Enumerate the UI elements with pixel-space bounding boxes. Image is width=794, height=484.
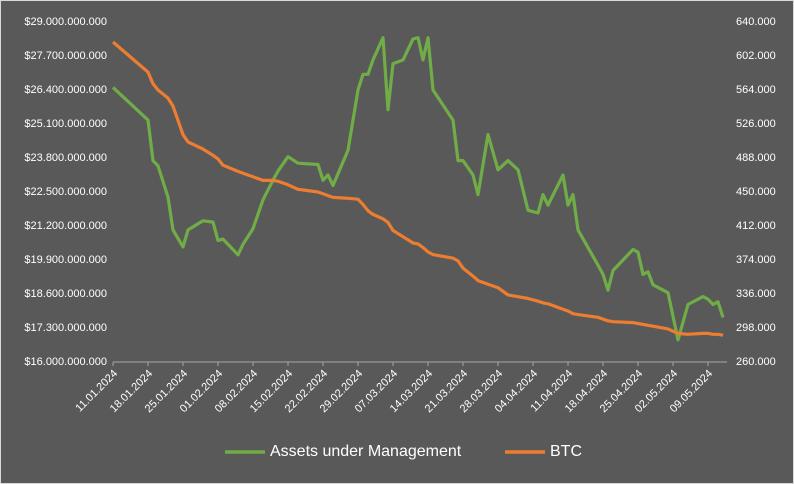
series-line [111, 36, 725, 342]
y-tick-label: $26.400.000.000 [24, 84, 107, 96]
y2-tick-label: 260.000 [736, 356, 776, 368]
y2-tick-label: 488.000 [736, 152, 776, 164]
legend-label: BTC [550, 443, 582, 460]
y-tick-label: $17.300.000.000 [24, 322, 107, 334]
y2-tick-label: 564.000 [736, 84, 776, 96]
y2-tick-label: 526.000 [736, 118, 776, 130]
y2-tick-label: 450.000 [736, 186, 776, 198]
y-tick-label: $29.000.000.000 [24, 16, 107, 28]
y-tick-label: $22.500.000.000 [24, 186, 107, 198]
y-tick-label: $25.100.000.000 [24, 118, 107, 130]
y-tick-label: $21.200.000.000 [24, 220, 107, 232]
y-tick-label: $19.900.000.000 [24, 254, 107, 266]
series-line [111, 40, 724, 337]
legend-label: Assets under Management [270, 443, 462, 460]
y-tick-label: $16.000.000.000 [24, 356, 107, 368]
y2-tick-label: 374.000 [736, 254, 776, 266]
y2-tick-label: 336.000 [736, 288, 776, 300]
y2-tick-label: 602.000 [736, 50, 776, 62]
y-tick-label: $18.600.000.000 [24, 288, 107, 300]
y-tick-label: $27.700.000.000 [24, 50, 107, 62]
y2-tick-label: 640.000 [736, 16, 776, 28]
y2-tick-label: 298.000 [736, 322, 776, 334]
y-tick-label: $23.800.000.000 [24, 152, 107, 164]
y2-tick-label: 412.000 [736, 220, 776, 232]
